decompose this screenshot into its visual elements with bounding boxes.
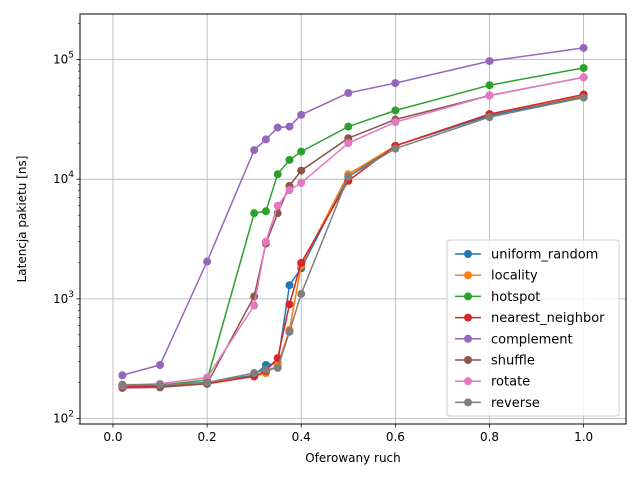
x-tick-label: 0.6 — [386, 430, 405, 444]
data-point — [391, 144, 400, 153]
data-point — [485, 81, 494, 90]
x-tick-label: 0.4 — [292, 430, 311, 444]
data-point — [297, 289, 306, 298]
series-line — [122, 67, 584, 386]
data-point — [250, 146, 259, 155]
data-point — [391, 106, 400, 115]
x-axis-label: Oferowany ruch — [305, 451, 401, 465]
series-line — [122, 96, 584, 386]
data-point — [273, 123, 282, 132]
x-tick-label: 0.0 — [103, 430, 122, 444]
y-tick-label: 103 — [53, 290, 74, 306]
series-line — [122, 76, 584, 389]
legend-item: complement — [455, 332, 573, 347]
data-point — [391, 79, 400, 88]
legend-item: hotspot — [455, 290, 540, 305]
data-point — [344, 88, 353, 97]
data-point — [297, 178, 306, 187]
data-point — [485, 57, 494, 66]
data-point — [118, 371, 127, 380]
legend: uniform_random locality hotspot nearest_nei… — [446, 239, 620, 417]
data-point — [156, 380, 165, 389]
legend-swatch-marker — [464, 377, 472, 386]
data-point — [261, 237, 270, 246]
data-point — [579, 73, 588, 82]
ticks: 0.0 0.2 0.4 0.6 0.8 1.0 102 103 104 105 — [53, 23, 593, 444]
legend-label: uniform_random — [491, 248, 598, 263]
data-point — [261, 135, 270, 144]
data-point — [273, 170, 282, 179]
series-layer — [118, 43, 588, 392]
data-point — [261, 365, 270, 374]
series-line — [122, 47, 584, 376]
legend-item: reverse — [455, 396, 540, 411]
legend-swatch-marker — [464, 313, 472, 322]
data-point — [273, 363, 282, 372]
grid — [80, 14, 626, 424]
series-complement — [118, 43, 588, 380]
x-tick-label: 0.2 — [198, 430, 217, 444]
legend-item: nearest_neighbor — [455, 311, 605, 326]
data-point — [156, 361, 165, 370]
data-point — [579, 63, 588, 72]
y-axis-label: Latencja pakietu [ns] — [15, 156, 29, 283]
legend-item: locality — [455, 269, 538, 284]
data-point — [297, 110, 306, 119]
data-point — [297, 166, 306, 175]
x-tick-label: 0.8 — [480, 430, 499, 444]
legend-swatch-marker — [464, 334, 472, 343]
data-point — [285, 327, 294, 336]
data-point — [285, 281, 294, 290]
data-point — [285, 300, 294, 309]
data-point — [285, 186, 294, 195]
data-point — [285, 122, 294, 131]
data-point — [261, 207, 270, 216]
legend-swatch-marker — [464, 356, 472, 364]
series-line — [122, 76, 584, 386]
y-tick-label: 102 — [53, 410, 74, 426]
data-point — [344, 122, 353, 131]
data-point — [203, 257, 212, 266]
legend-swatch-marker — [464, 292, 472, 301]
data-point — [579, 93, 588, 102]
data-point — [285, 155, 294, 164]
legend-box — [446, 239, 620, 417]
legend-swatch-marker — [464, 271, 472, 280]
data-point — [297, 258, 306, 267]
legend-label: nearest_neighbor — [491, 311, 605, 326]
legend-swatch-marker — [464, 398, 472, 407]
data-point — [250, 369, 259, 378]
x-tick-label: 1.0 — [574, 430, 593, 444]
legend-label: shuffle — [491, 354, 535, 369]
legend-label: locality — [491, 269, 538, 284]
data-point — [203, 378, 212, 387]
series-reverse — [118, 93, 588, 389]
data-point — [118, 380, 127, 389]
legend-item: uniform_random — [455, 248, 598, 263]
legend-label: rotate — [491, 375, 530, 390]
legend-item: shuffle — [455, 354, 535, 369]
data-point — [485, 91, 494, 100]
legend-label: complement — [491, 332, 573, 347]
data-point — [579, 43, 588, 52]
legend-label: reverse — [491, 396, 540, 411]
data-point — [344, 172, 353, 181]
data-point — [297, 147, 306, 156]
legend-swatch-marker — [464, 250, 472, 258]
data-point — [273, 201, 282, 210]
y-tick-label: 105 — [53, 51, 74, 67]
plot-frame — [79, 13, 627, 425]
data-point — [250, 209, 259, 218]
data-point — [344, 139, 353, 148]
data-point — [391, 118, 400, 127]
y-tick-label: 104 — [53, 170, 74, 186]
data-point — [250, 301, 259, 310]
legend-item: rotate — [455, 375, 530, 390]
legend-label: hotspot — [491, 290, 540, 305]
data-point — [485, 113, 494, 122]
